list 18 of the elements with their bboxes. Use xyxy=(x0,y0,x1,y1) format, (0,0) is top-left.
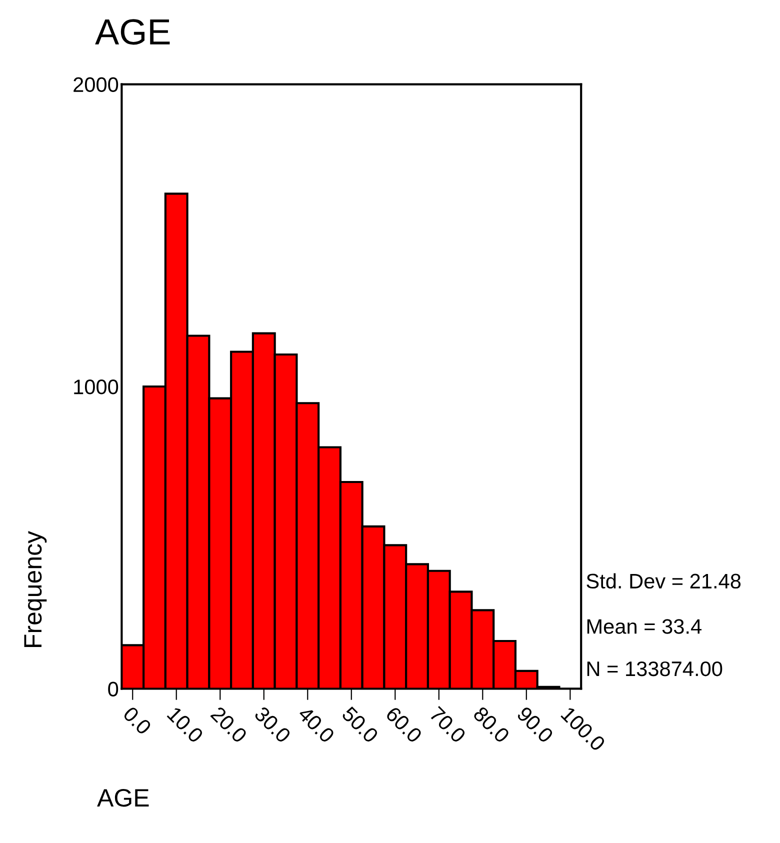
chart-title: AGE xyxy=(95,19,170,45)
text: N = 133874.00 xyxy=(587,661,722,676)
y-axis-title: Frequency xyxy=(24,530,47,647)
x-tick-label: 80.0 xyxy=(472,706,510,744)
x-tick-label: 10.0 xyxy=(166,706,204,744)
x-tick-label: 40.0 xyxy=(297,705,336,744)
text: Mean = 33.4 xyxy=(587,619,702,634)
x-tick-label: 90.0 xyxy=(516,706,554,744)
x-tick-label: 30.0 xyxy=(254,706,292,744)
x-tick-label: 20.0 xyxy=(210,706,248,744)
text: Std. Dev = 21.48 xyxy=(586,573,741,589)
x-tick-label: 0.0 xyxy=(122,706,152,736)
x-tick-label: 50.0 xyxy=(341,706,380,744)
y-tick-label: 1000 xyxy=(74,380,118,394)
x-axis-title: AGE xyxy=(97,789,149,807)
x-tick-label: 60.0 xyxy=(385,706,423,744)
y-tick-label: 0 xyxy=(108,682,118,696)
y-tick-label: 2000 xyxy=(74,77,118,92)
